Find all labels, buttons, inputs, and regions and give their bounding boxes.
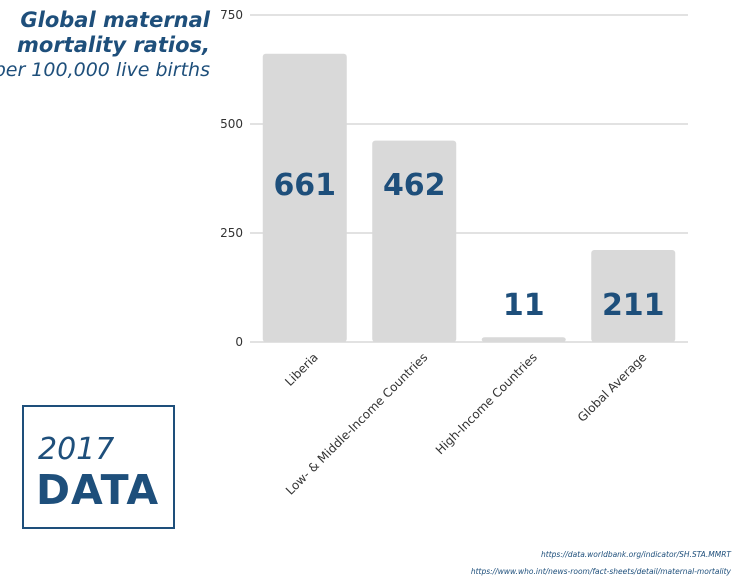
x-category-label: Global Average (575, 350, 650, 425)
badge-label: DATA (36, 466, 160, 514)
badge-year: 2017 (38, 432, 115, 467)
bar-value-label: 11 (503, 288, 545, 323)
bar (591, 250, 676, 342)
chart-title: Global maternal mortality ratios, (17, 8, 210, 57)
data-year-badge: 2017 DATA (22, 405, 175, 529)
y-tick-label: 500 (220, 117, 243, 131)
x-category-label: Liberia (282, 350, 321, 389)
chart-title-block: Global maternal mortality ratios, per 10… (0, 8, 210, 83)
bar (372, 140, 457, 342)
bar-value-label: 661 (273, 168, 336, 203)
y-tick-label: 0 (235, 335, 243, 349)
y-tick-label: 250 (220, 226, 243, 240)
bar (262, 53, 347, 342)
source-link-worldbank[interactable]: https://data.worldbank.org/indicator/SH.… (541, 550, 731, 559)
source-link-who[interactable]: https://www.who.int/news-room/fact-sheet… (470, 567, 731, 576)
bar-value-label: 462 (383, 168, 446, 203)
y-tick-label: 750 (220, 8, 243, 22)
bar (481, 337, 566, 342)
chart-subtitle: per 100,000 live births (0, 59, 210, 81)
bar-value-label: 211 (602, 288, 665, 323)
sources: https://data.worldbank.org/indicator/SH.… (471, 546, 731, 580)
x-category-label: High-Income Countries (433, 350, 540, 457)
